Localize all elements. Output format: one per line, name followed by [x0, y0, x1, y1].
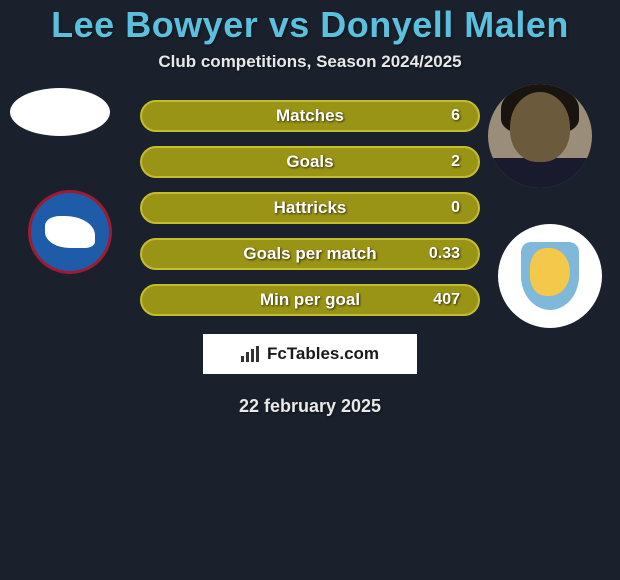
stat-value: 6 [451, 107, 460, 125]
stat-bar: Matches 6 [140, 100, 480, 132]
stat-value: 407 [433, 291, 460, 309]
stat-bar: Hattricks 0 [140, 192, 480, 224]
subtitle: Club competitions, Season 2024/2025 [0, 52, 620, 72]
stat-value: 0 [451, 199, 460, 217]
stat-bar: Goals 2 [140, 146, 480, 178]
stat-label: Goals [286, 152, 333, 172]
comparison-infographic: Lee Bowyer vs Donyell Malen Club competi… [0, 0, 620, 580]
player-photo-left [10, 88, 110, 136]
player-photo-right [488, 84, 592, 188]
club-badge-left [28, 190, 112, 274]
club-badge-right [498, 224, 602, 328]
brand-text: FcTables.com [267, 344, 379, 364]
stat-label: Hattricks [274, 198, 347, 218]
stat-label: Min per goal [260, 290, 360, 310]
stat-value: 2 [451, 153, 460, 171]
stats-area: Matches 6 Goals 2 Hattricks 0 Goals per … [0, 100, 620, 316]
stat-bars: Matches 6 Goals 2 Hattricks 0 Goals per … [140, 100, 480, 316]
brand-box: FcTables.com [203, 334, 417, 374]
stat-label: Goals per match [243, 244, 376, 264]
date: 22 february 2025 [0, 396, 620, 417]
stat-label: Matches [276, 106, 344, 126]
page-title: Lee Bowyer vs Donyell Malen [0, 0, 620, 46]
stat-bar: Goals per match 0.33 [140, 238, 480, 270]
stat-bar: Min per goal 407 [140, 284, 480, 316]
stat-value: 0.33 [429, 245, 460, 263]
brand-chart-icon [241, 346, 261, 362]
